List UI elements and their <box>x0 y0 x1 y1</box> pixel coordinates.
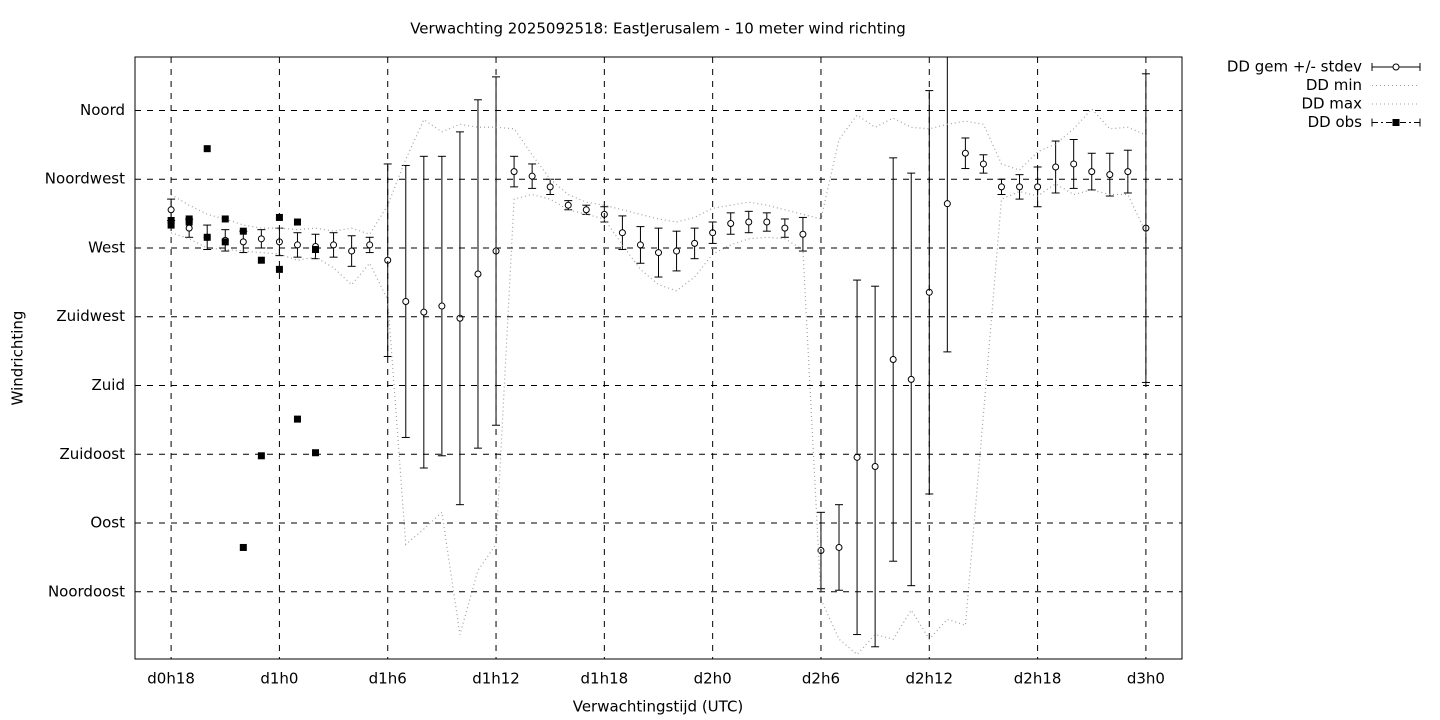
plot-frame <box>134 56 1183 660</box>
x-tick-label: d3h0 <box>1127 670 1165 688</box>
y-tick-label: West <box>88 238 125 256</box>
mean-point <box>456 314 464 322</box>
y-tick-label: Zuidwest <box>56 307 125 325</box>
x-tick-label: d1h6 <box>369 670 407 688</box>
x-axis-label: Verwachtingstijd (UTC) <box>573 698 744 716</box>
mean-point <box>745 218 753 226</box>
obs-point <box>239 543 247 551</box>
mean-point <box>474 270 482 278</box>
obs-point <box>239 227 247 235</box>
legend-label: DD obs <box>1308 113 1363 131</box>
range-line <box>170 108 1147 235</box>
y-tick-label: Noordoost <box>48 582 125 600</box>
mean-point <box>835 543 843 551</box>
mean-point <box>239 238 247 246</box>
mean-point <box>781 224 789 232</box>
plot-area <box>167 57 1150 656</box>
legend-label: DD max <box>1301 95 1362 113</box>
legend-sample <box>1371 63 1421 71</box>
mean-point <box>293 241 301 249</box>
mean-point <box>961 149 969 157</box>
y-tick-label: Zuidoost <box>59 445 125 463</box>
mean-point <box>997 183 1005 191</box>
obs-point <box>203 233 211 241</box>
legend-label: DD min <box>1306 76 1362 94</box>
mean-point <box>1034 183 1042 191</box>
mean-point <box>889 356 897 364</box>
legend-label: DD gem +/- stdev <box>1227 58 1362 76</box>
mean-point <box>257 235 265 243</box>
legend-sample <box>1371 118 1421 127</box>
x-tick-label: d2h0 <box>694 670 732 688</box>
mean-point <box>185 224 193 232</box>
obs-point <box>293 218 301 226</box>
y-tick-label: Oost <box>90 514 125 532</box>
mean-point <box>853 453 861 461</box>
x-tick-label: d1h18 <box>581 670 629 688</box>
mean-point <box>871 462 879 470</box>
mean-point <box>691 239 699 247</box>
chart-title: Verwachting 2025092518: EastJerusalem - … <box>410 20 906 38</box>
mean-point <box>1052 163 1060 171</box>
obs-point <box>167 216 175 224</box>
x-tick-label: d0h18 <box>147 670 195 688</box>
obs-point <box>257 256 265 264</box>
mean-point <box>673 247 681 255</box>
y-tick-label: Zuid <box>92 376 125 394</box>
mean-point <box>1106 171 1114 179</box>
mean-point <box>330 241 338 249</box>
mean-point <box>528 172 536 180</box>
y-tick-label: Noordwest <box>45 170 125 188</box>
mean-point <box>510 168 518 176</box>
obs-point <box>293 415 301 423</box>
mean-point <box>402 297 410 305</box>
mean-point <box>564 201 572 209</box>
mean-point <box>979 160 987 168</box>
mean-point <box>1124 168 1132 176</box>
mean-point <box>420 308 428 316</box>
mean-point <box>1088 168 1096 176</box>
obs-point <box>257 452 265 460</box>
x-tick-label: d1h0 <box>260 670 298 688</box>
x-tick-label: d2h18 <box>1014 670 1062 688</box>
mean-point <box>799 230 807 238</box>
mean-point <box>582 206 590 214</box>
obs-point <box>221 215 229 223</box>
mean-point <box>763 218 771 226</box>
obs-point <box>312 449 320 457</box>
obs-point <box>275 265 283 273</box>
mean-point <box>1070 160 1078 168</box>
mean-point <box>943 200 951 208</box>
y-axis-label: Windrichting <box>9 311 27 406</box>
x-tick-label: d1h12 <box>472 670 520 688</box>
mean-point <box>727 220 735 228</box>
mean-point <box>438 302 446 310</box>
obs-point <box>203 145 211 153</box>
mean-point <box>366 241 374 249</box>
x-tick-label: d2h6 <box>802 670 840 688</box>
mean-point <box>636 241 644 249</box>
obs-point <box>185 218 193 226</box>
mean-point <box>348 247 356 255</box>
x-tick-label: d2h12 <box>905 670 953 688</box>
obs-point <box>312 246 320 254</box>
legend-marker <box>1392 119 1400 126</box>
mean-point <box>655 249 662 257</box>
mean-point <box>167 206 175 214</box>
mean-point <box>618 229 626 237</box>
y-tick-label: Noord <box>80 101 125 119</box>
obs-point <box>221 238 229 246</box>
mean-point <box>907 375 915 383</box>
mean-point <box>1016 183 1024 191</box>
mean-point <box>546 183 554 191</box>
legend-marker <box>1392 63 1400 71</box>
